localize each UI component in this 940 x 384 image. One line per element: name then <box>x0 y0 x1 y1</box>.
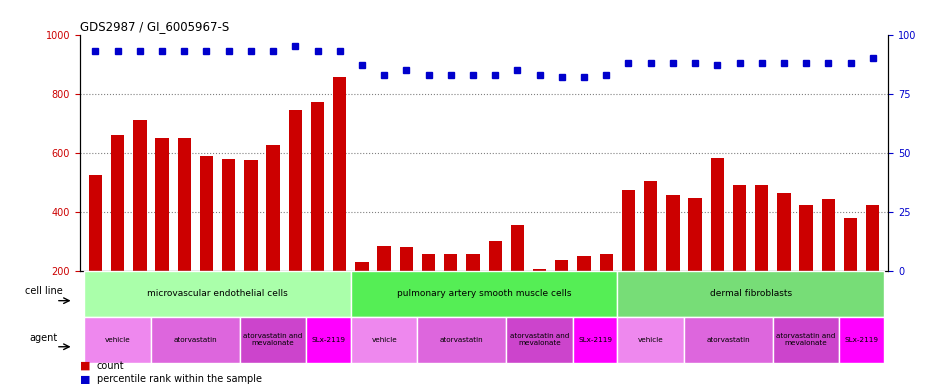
Text: vehicle: vehicle <box>638 337 664 343</box>
Text: cell line: cell line <box>25 286 63 296</box>
Bar <box>755 185 768 330</box>
Bar <box>866 205 880 330</box>
Bar <box>733 185 746 330</box>
Bar <box>489 241 502 330</box>
Bar <box>244 160 258 330</box>
Bar <box>351 317 417 363</box>
Bar <box>688 198 702 330</box>
Bar <box>839 317 884 363</box>
Bar <box>777 193 791 330</box>
Bar <box>400 247 413 330</box>
Text: atorvastatin and
mevalonate: atorvastatin and mevalonate <box>776 333 836 346</box>
Text: atorvastatin and
mevalonate: atorvastatin and mevalonate <box>243 333 303 346</box>
Bar <box>773 317 839 363</box>
Bar <box>556 260 569 330</box>
Bar <box>422 253 435 330</box>
Bar <box>266 145 280 330</box>
Bar <box>333 77 347 330</box>
Bar <box>355 262 368 330</box>
Bar <box>600 253 613 330</box>
Bar <box>510 225 525 330</box>
Bar <box>111 135 124 330</box>
Bar <box>644 181 657 330</box>
Text: count: count <box>97 361 124 371</box>
Bar <box>533 269 546 330</box>
Bar <box>711 158 724 330</box>
Bar <box>306 317 351 363</box>
Bar <box>822 199 835 330</box>
Bar <box>85 271 351 317</box>
Bar <box>844 218 857 330</box>
Bar <box>577 256 590 330</box>
Bar <box>621 190 635 330</box>
Text: atorvastatin and
mevalonate: atorvastatin and mevalonate <box>509 333 570 346</box>
Text: ■: ■ <box>80 361 90 371</box>
Text: dermal fibroblasts: dermal fibroblasts <box>710 289 791 298</box>
Bar <box>351 271 618 317</box>
Bar <box>200 156 213 330</box>
Bar <box>240 317 306 363</box>
Bar <box>799 205 813 330</box>
Bar <box>178 138 191 330</box>
Bar <box>684 317 773 363</box>
Text: atorvastatin: atorvastatin <box>174 337 217 343</box>
Text: SLx-2119: SLx-2119 <box>312 337 346 343</box>
Bar <box>311 103 324 330</box>
Text: atorvastatin: atorvastatin <box>440 337 484 343</box>
Bar <box>507 317 573 363</box>
Bar <box>133 120 147 330</box>
Bar <box>417 317 507 363</box>
Bar <box>222 159 235 330</box>
Text: SLx-2119: SLx-2119 <box>578 337 612 343</box>
Bar <box>618 271 884 317</box>
Text: pulmonary artery smooth muscle cells: pulmonary artery smooth muscle cells <box>397 289 572 298</box>
Text: agent: agent <box>30 333 58 343</box>
Bar <box>466 253 479 330</box>
Bar <box>444 253 458 330</box>
Text: atorvastatin: atorvastatin <box>707 337 750 343</box>
Bar <box>151 317 240 363</box>
Bar <box>155 139 169 330</box>
Bar <box>666 195 680 330</box>
Text: SLx-2119: SLx-2119 <box>845 337 879 343</box>
Text: GDS2987 / GI_6005967-S: GDS2987 / GI_6005967-S <box>80 20 229 33</box>
Text: microvascular endothelial cells: microvascular endothelial cells <box>148 289 288 298</box>
Text: percentile rank within the sample: percentile rank within the sample <box>97 374 262 384</box>
Bar <box>618 317 684 363</box>
Bar <box>289 110 302 330</box>
Text: vehicle: vehicle <box>104 337 131 343</box>
Bar <box>85 317 151 363</box>
Text: vehicle: vehicle <box>371 337 397 343</box>
Bar <box>378 246 391 330</box>
Text: ■: ■ <box>80 374 90 384</box>
Bar <box>88 175 102 330</box>
Bar <box>573 317 618 363</box>
